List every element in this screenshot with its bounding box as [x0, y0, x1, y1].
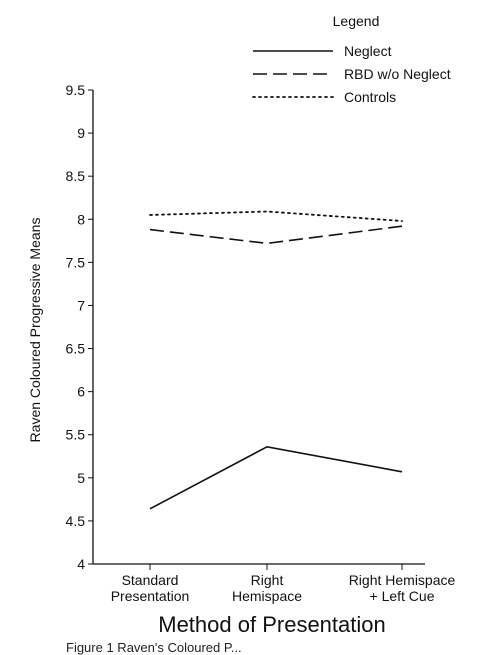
- figure-caption: Figure 1 Raven's Coloured P...: [66, 640, 242, 655]
- y-tick-label: 9.5: [66, 82, 86, 98]
- x-axis-title: Method of Presentation: [158, 612, 385, 637]
- series-lines: [149, 210, 403, 510]
- y-tick-label: 7.5: [66, 254, 86, 270]
- series-line-rbd-w-o-neglect: [149, 225, 403, 245]
- y-tick-label: 8.5: [66, 168, 86, 184]
- legend-label: Neglect: [344, 43, 392, 59]
- y-tick-label: 6.5: [66, 341, 86, 357]
- y-tick-label: 9: [77, 125, 85, 141]
- x-tick-label: Right Hemispace + Left Cue: [349, 572, 456, 604]
- legend-label: RBD w/o Neglect: [344, 66, 451, 82]
- y-tick-label: 4.5: [66, 513, 86, 529]
- y-tick-label: 8: [77, 211, 85, 227]
- y-ticks: 4 4.5 5 5.5 6 6.5 7 7.5 8 8.5 9 9.5: [66, 82, 93, 572]
- axes: [92, 90, 425, 565]
- y-tick-label: 6: [77, 384, 85, 400]
- series-line-neglect: [149, 445, 403, 510]
- y-tick-label: 4: [77, 556, 85, 572]
- legend: Legend Neglect RBD w/o Neglect Controls: [252, 13, 451, 105]
- y-axis-title: Raven Coloured Progressive Means: [27, 218, 43, 443]
- y-tick-label: 5.5: [66, 427, 86, 443]
- x-tick-label: Right Hemispace: [232, 572, 302, 604]
- legend-label: Controls: [344, 89, 396, 105]
- y-tick-label: 5: [77, 470, 85, 486]
- y-tick-label: 7: [77, 297, 85, 313]
- series-line-controls: [149, 210, 403, 222]
- x-ticks: Standard Presentation Right Hemispace Right …: [111, 564, 456, 604]
- legend-title: Legend: [333, 13, 380, 29]
- x-tick-label: Standard Presentation: [111, 572, 190, 604]
